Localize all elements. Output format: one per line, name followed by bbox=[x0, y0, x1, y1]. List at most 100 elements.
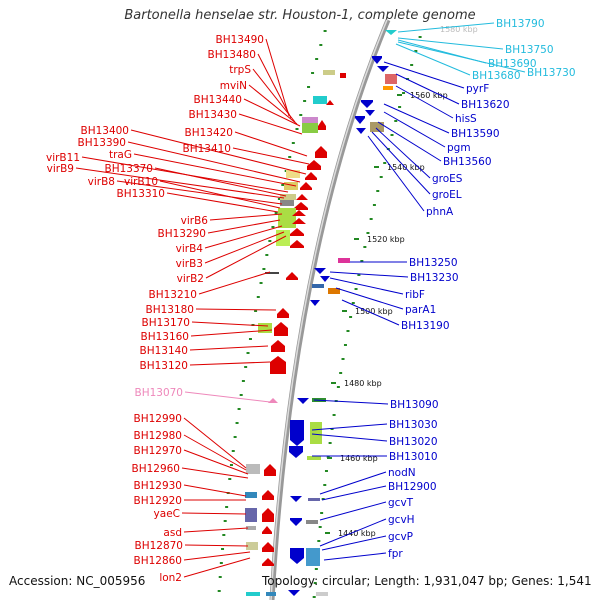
label-leader bbox=[371, 131, 431, 195]
gc-mark bbox=[237, 408, 241, 410]
gene-label: BH13190 bbox=[401, 320, 450, 332]
gene-arrow bbox=[290, 228, 304, 236]
gene-label: BH13790 bbox=[496, 18, 545, 30]
gene-arrow bbox=[290, 518, 302, 526]
gene-arrow bbox=[262, 508, 274, 522]
gene-label: BH13210 bbox=[148, 289, 197, 301]
gene-block bbox=[265, 272, 279, 274]
label-leader bbox=[181, 512, 247, 515]
gene-arrow bbox=[290, 420, 304, 446]
gene-arrow bbox=[289, 446, 303, 458]
kbp-tick-mark bbox=[327, 457, 332, 459]
label-leader bbox=[209, 213, 283, 221]
gene-label: fpr bbox=[388, 548, 403, 560]
gene-block bbox=[302, 117, 318, 123]
label-leader bbox=[204, 225, 283, 249]
gene-arrow bbox=[300, 182, 312, 190]
gene-label: nodN bbox=[388, 467, 416, 479]
gene-arrow bbox=[355, 116, 365, 124]
label-leader bbox=[234, 131, 308, 157]
label-leader bbox=[130, 129, 307, 175]
gene-label: parA1 bbox=[405, 304, 436, 316]
gc-mark bbox=[277, 198, 281, 200]
topology-text: Topology: circular; Length: 1,931,047 bp… bbox=[262, 574, 592, 588]
kbp-tick-label: 1480 kbp bbox=[344, 379, 382, 388]
gc-mark bbox=[360, 260, 364, 262]
label-leader bbox=[329, 271, 409, 278]
label-leader bbox=[248, 84, 298, 125]
label-leader bbox=[238, 113, 303, 135]
gc-mark bbox=[324, 470, 328, 472]
gc-mark bbox=[219, 562, 223, 564]
gc-mark bbox=[315, 58, 319, 60]
gc-mark bbox=[241, 380, 245, 382]
label-leader bbox=[341, 299, 400, 326]
gene-label: virB9 bbox=[47, 163, 74, 175]
gene-block bbox=[308, 498, 320, 501]
gc-mark bbox=[281, 184, 285, 186]
gene-arrow bbox=[288, 590, 300, 596]
gene-label: BH13590 bbox=[451, 128, 500, 140]
gene-block bbox=[284, 182, 298, 190]
gene-label: BH13440 bbox=[193, 94, 242, 106]
gene-label: BH13250 bbox=[409, 257, 458, 269]
kbp-tick-label: 1520 kbp bbox=[367, 235, 405, 244]
gene-label: trpS bbox=[229, 64, 251, 76]
label-leader bbox=[183, 557, 251, 578]
gc-mark bbox=[317, 540, 321, 542]
gene-arrow bbox=[290, 496, 302, 502]
gene-block bbox=[286, 170, 300, 178]
gene-label: ribF bbox=[405, 289, 425, 301]
gc-mark bbox=[256, 296, 260, 298]
label-leader bbox=[252, 68, 296, 123]
gene-label: yaeC bbox=[154, 508, 180, 520]
gc-mark bbox=[402, 92, 406, 94]
gene-label: lon2 bbox=[159, 572, 182, 584]
gene-arrow bbox=[274, 322, 288, 336]
gc-mark bbox=[398, 106, 402, 108]
label-leader bbox=[184, 391, 271, 403]
gene-arrow bbox=[305, 172, 317, 180]
gene-arrow bbox=[356, 128, 366, 134]
gene-arrow bbox=[290, 548, 304, 564]
kbp-tick-mark bbox=[354, 238, 359, 240]
gc-mark bbox=[246, 352, 250, 354]
gc-mark bbox=[274, 212, 278, 214]
label-leader bbox=[184, 544, 249, 547]
label-leader bbox=[183, 434, 247, 471]
gene-arrow bbox=[314, 268, 326, 274]
gc-mark bbox=[291, 142, 295, 144]
gene-block bbox=[246, 464, 260, 474]
gc-mark bbox=[228, 478, 232, 480]
gene-block bbox=[340, 73, 346, 78]
gc-mark bbox=[379, 176, 383, 178]
label-leader bbox=[383, 103, 450, 134]
gc-mark bbox=[414, 50, 418, 52]
label-leader bbox=[375, 127, 431, 179]
gc-mark bbox=[229, 464, 233, 466]
gene-arrow bbox=[296, 194, 308, 200]
kbp-tick-label-faint: 1580 kbp bbox=[440, 25, 478, 34]
gene-arrow bbox=[271, 340, 285, 352]
gene-arrow bbox=[270, 356, 286, 374]
gene-label: BH13010 bbox=[389, 451, 438, 463]
label-leader bbox=[257, 53, 292, 119]
label-leader bbox=[397, 37, 504, 50]
gc-mark bbox=[239, 394, 243, 396]
gc-mark bbox=[410, 64, 414, 66]
gene-label: virB11 bbox=[46, 152, 80, 164]
gene-block bbox=[245, 508, 257, 522]
gc-mark bbox=[225, 506, 229, 508]
label-leader bbox=[183, 417, 247, 469]
label-leader bbox=[397, 41, 526, 73]
gene-label: BH13290 bbox=[157, 228, 206, 240]
gc-mark bbox=[271, 226, 275, 228]
gene-arrow bbox=[262, 490, 274, 500]
gene-label: virB8 bbox=[88, 176, 115, 188]
gene-block bbox=[246, 542, 258, 550]
gene-block bbox=[385, 74, 397, 84]
gene-block bbox=[307, 456, 321, 460]
gene-label: BH13170 bbox=[141, 317, 190, 329]
gene-label: virB6 bbox=[181, 215, 209, 227]
